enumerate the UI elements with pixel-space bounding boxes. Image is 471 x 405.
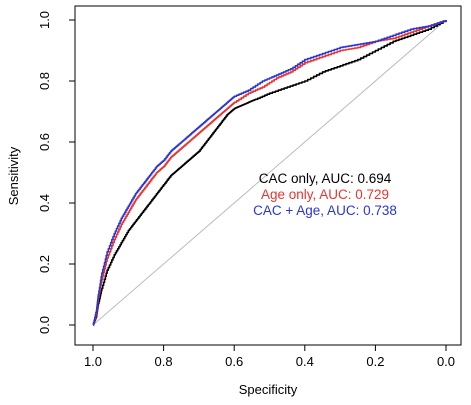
- x-tick-label: 0.6: [225, 354, 243, 369]
- y-tick-label: 0.6: [37, 133, 52, 151]
- legend-entry-3: CAC + Age, AUC: 0.738: [253, 203, 397, 218]
- roc-curve-2: [92, 20, 447, 326]
- roc-curve-3: [92, 20, 447, 326]
- x-tick-label: 0.2: [366, 354, 384, 369]
- y-axis: 0.0 0.2 0.4 0.6 0.8 1.0: [37, 11, 76, 334]
- y-tick-label: 0.8: [37, 72, 52, 90]
- legend-entry-1: CAC only, AUC: 0.694: [259, 171, 392, 186]
- y-tick-label: 0.2: [37, 255, 52, 273]
- x-axis-title: Specificity: [239, 382, 298, 397]
- x-tick-label: 0.0: [437, 354, 455, 369]
- reference-diagonal-line: [92, 19, 447, 326]
- legend-entry-2: Age only, AUC: 0.729: [261, 187, 389, 202]
- x-tick-label: 0.4: [296, 354, 314, 369]
- y-tick-label: 0.0: [37, 316, 52, 334]
- x-tick-label: 0.8: [155, 354, 173, 369]
- y-axis-title: Sensitivity: [6, 146, 21, 205]
- roc-curve-1: [92, 20, 447, 326]
- x-axis: 1.0 0.8 0.6 0.4 0.2 0.0: [84, 344, 455, 369]
- y-tick-label: 0.4: [37, 194, 52, 212]
- x-tick-label: 1.0: [84, 354, 102, 369]
- roc-curves: [92, 20, 447, 326]
- y-tick-label: 1.0: [37, 11, 52, 29]
